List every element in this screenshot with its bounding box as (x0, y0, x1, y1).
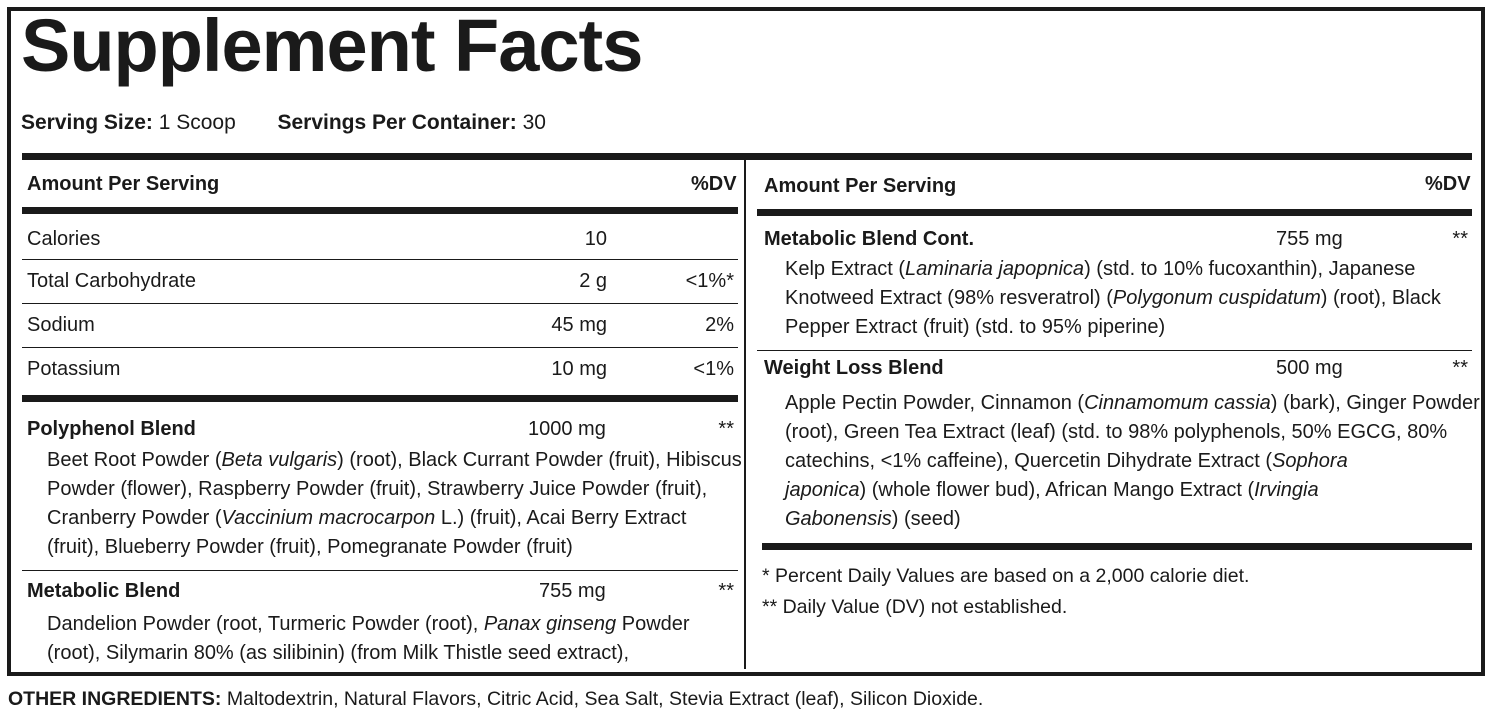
ingredient-line: Beet Root Powder (Beta vulgaris) (root),… (47, 449, 742, 471)
column-divider (744, 155, 746, 669)
blend-dv: ** (718, 418, 734, 440)
right-header-divider (757, 209, 1472, 216)
ingredient-line: Gabonensis) (seed) (785, 508, 961, 530)
ingredient-line: (root), Silymarin 80% (as silibinin) (fr… (47, 642, 630, 664)
blend-ingredients: Dandelion Powder (root, Turmeric Powder … (47, 610, 747, 668)
metabolic-blend-cont: Metabolic Blend Cont. 755 mg ** Kelp Ext… (764, 228, 1468, 338)
blend-divider (22, 570, 738, 571)
ingredient-line: Cranberry Powder (Vaccinium macrocarpon … (47, 507, 687, 529)
right-amount-header: Amount Per Serving (764, 175, 957, 197)
nutrient-dv: <1%* (685, 270, 734, 292)
nutrient-row: Calories 10 (22, 218, 738, 260)
weight-loss-blend: Weight Loss Blend 500 mg ** Apple Pectin… (764, 357, 1480, 530)
blend-amount: 755 mg (539, 580, 606, 602)
nutrient-row: Total Carbohydrate 2 g <1%* (22, 260, 738, 302)
serving-size-label: Serving Size: (21, 111, 153, 134)
ingredient-line: japonica) (whole flower bud), African Ma… (785, 479, 1319, 501)
servings-per-container-value: 30 (522, 111, 546, 134)
nutrient-row: Potassium 10 mg <1% (22, 348, 738, 390)
servings-per-container-label: Servings Per Container: (277, 111, 517, 134)
footnote-percent-dv: * Percent Daily Values are based on a 2,… (762, 565, 1250, 587)
blend-dv: ** (1452, 357, 1468, 379)
nutrient-name: Potassium (27, 358, 121, 380)
left-header-divider (22, 207, 738, 214)
blend-dv: ** (1452, 228, 1468, 250)
blend-dv: ** (718, 580, 734, 602)
nutrient-amount: 45 mg (551, 314, 607, 336)
ingredient-line: Kelp Extract (Laminaria japopnica) (std.… (785, 258, 1416, 280)
left-dv-header: %DV (691, 173, 737, 195)
nutrient-amount: 10 (584, 228, 607, 250)
nutrients-end-divider (22, 395, 738, 402)
serving-size-value: 1 Scoop (158, 111, 236, 134)
blend-name: Weight Loss Blend (764, 357, 944, 379)
footnote-dv-not-established: ** Daily Value (DV) not established. (762, 596, 1068, 618)
supplement-facts-panel (7, 7, 1485, 676)
ingredient-line: Pepper Extract (fruit) (std. to 95% pipe… (785, 316, 1166, 338)
nutrient-amount: 2 g (579, 270, 607, 292)
blend-ingredients: Beet Root Powder (Beta vulgaris) (root),… (47, 446, 747, 562)
blend-amount: 500 mg (1276, 357, 1343, 379)
ingredient-line: catechins, <1% caffeine), Quercetin Dihy… (785, 450, 1348, 472)
blend-name: Metabolic Blend (27, 580, 181, 602)
row-divider (22, 259, 738, 260)
polyphenol-blend: Polyphenol Blend 1000 mg ** Beet Root Po… (27, 418, 742, 558)
other-ingredients-label: OTHER INGREDIENTS: (8, 688, 222, 710)
ingredient-line: Powder (flower), Raspberry Powder (fruit… (47, 478, 708, 500)
left-amount-header: Amount Per Serving (27, 173, 220, 195)
other-ingredients: OTHER INGREDIENTS: Maltodextrin, Natural… (8, 688, 983, 711)
other-ingredients-text: Maltodextrin, Natural Flavors, Citric Ac… (221, 688, 984, 710)
nutrient-row: Sodium 45 mg 2% (22, 304, 738, 346)
blend-ingredients: Apple Pectin Powder, Cinnamon (Cinnamomu… (785, 389, 1480, 534)
blend-amount: 1000 mg (528, 418, 606, 440)
top-divider (22, 153, 1472, 160)
metabolic-blend: Metabolic Blend 755 mg ** Dandelion Powd… (27, 580, 734, 664)
ingredient-line: (fruit), Blueberry Powder (fruit), Pomeg… (47, 536, 573, 558)
nutrient-dv: <1% (693, 358, 734, 380)
row-divider (22, 347, 738, 348)
ingredient-line: Knotweed Extract (98% resveratrol) (Poly… (785, 287, 1441, 309)
blend-ingredients: Kelp Extract (Laminaria japopnica) (std.… (785, 255, 1475, 342)
right-dv-header: %DV (1425, 173, 1471, 195)
row-divider (22, 303, 738, 304)
blend-name: Metabolic Blend Cont. (764, 228, 974, 250)
ingredient-line: Dandelion Powder (root, Turmeric Powder … (47, 613, 690, 635)
page-title: Supplement Facts (21, 4, 643, 87)
blend-name: Polyphenol Blend (27, 418, 196, 440)
footnote-divider (762, 543, 1472, 550)
serving-info: Serving Size: 1 Scoop Servings Per Conta… (21, 111, 546, 135)
ingredient-line: Apple Pectin Powder, Cinnamon (Cinnamomu… (785, 392, 1480, 414)
blend-amount: 755 mg (1276, 228, 1343, 250)
nutrient-dv: 2% (705, 314, 734, 336)
nutrient-name: Total Carbohydrate (27, 270, 196, 292)
nutrient-amount: 10 mg (551, 358, 607, 380)
blend-divider (757, 350, 1472, 351)
ingredient-line: (root), Green Tea Extract (leaf) (std. t… (785, 421, 1448, 443)
nutrient-name: Sodium (27, 314, 95, 336)
nutrient-name: Calories (27, 228, 101, 250)
